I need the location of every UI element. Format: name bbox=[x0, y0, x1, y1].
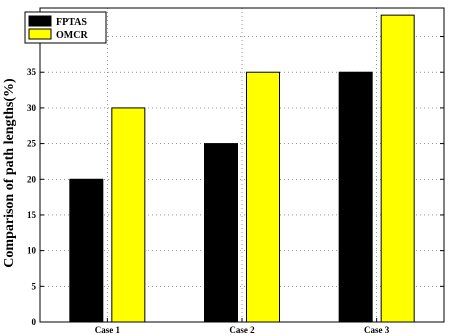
bar-fptas-case-2 bbox=[204, 143, 238, 323]
x-axis: Case 1 Case 2 Case 3 bbox=[95, 318, 390, 335]
bars bbox=[69, 14, 415, 323]
bar-fptas-case-1 bbox=[69, 178, 104, 323]
y-tick-label: 35 bbox=[27, 67, 37, 77]
y-tick-label: 10 bbox=[27, 246, 37, 256]
legend-swatch-omcr bbox=[28, 28, 52, 40]
x-tick-label: Case 3 bbox=[364, 325, 390, 335]
x-tick-label: Case 2 bbox=[229, 325, 255, 335]
bar-fptas-case-3 bbox=[338, 71, 373, 323]
y-tick-label: 0 bbox=[32, 317, 37, 327]
y-tick-label: 25 bbox=[27, 139, 37, 149]
legend-label-fptas: FPTAS bbox=[56, 17, 87, 28]
y-tick-label: 30 bbox=[27, 103, 37, 113]
y-tick-label: 5 bbox=[32, 281, 37, 291]
y-tick-label: 20 bbox=[27, 174, 37, 184]
legend: FPTAS OMCR bbox=[24, 11, 107, 44]
bar-omcr-case-2 bbox=[246, 71, 280, 323]
legend-label-omcr: OMCR bbox=[56, 30, 88, 41]
x-tick-label: Case 1 bbox=[95, 325, 121, 335]
bar-omcr-case-1 bbox=[111, 107, 146, 323]
bar-omcr-case-3 bbox=[380, 14, 415, 323]
grid-lines bbox=[40, 8, 444, 322]
y-tick-label: 15 bbox=[27, 210, 37, 220]
legend-swatch-fptas bbox=[28, 15, 52, 27]
y-axis-label: Comparison of path lengths(%) bbox=[2, 78, 17, 268]
